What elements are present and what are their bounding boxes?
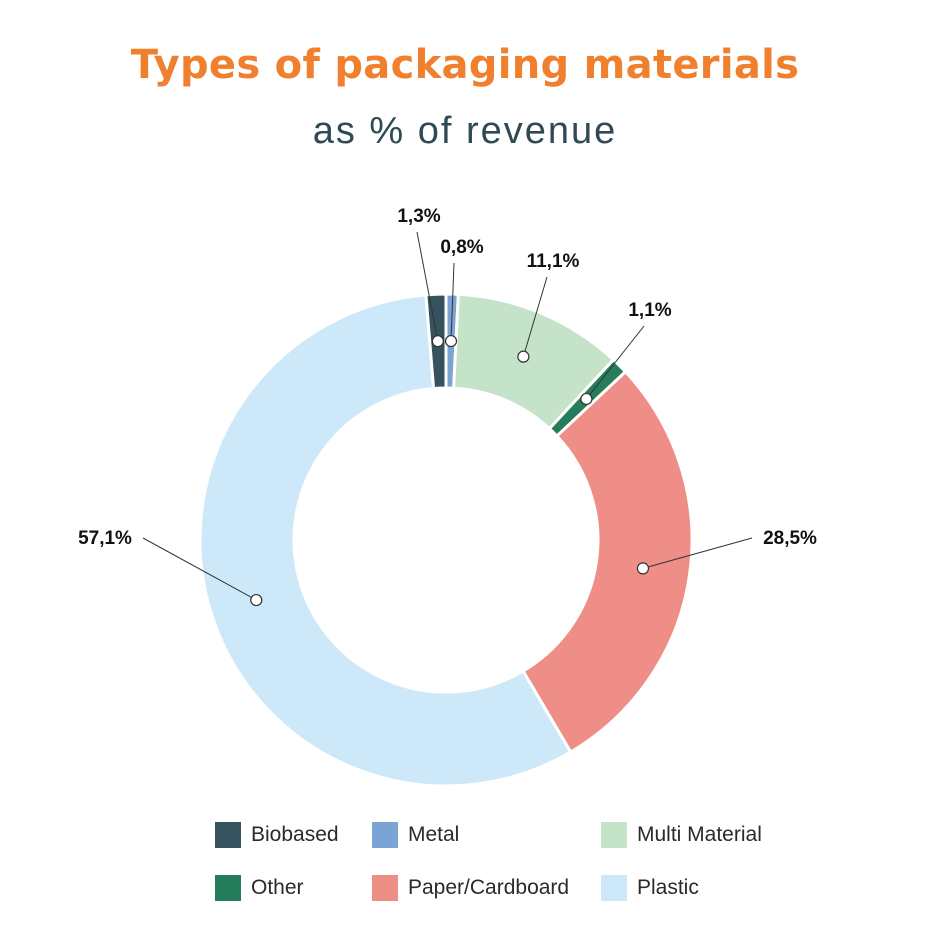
chart-subtitle: as % of revenue	[312, 110, 618, 152]
data-label: 57,1%	[78, 528, 132, 549]
leader-lines	[142, 231, 753, 607]
data-label: 0,8%	[440, 237, 483, 258]
leader-line	[142, 537, 257, 601]
slice-marker	[444, 334, 458, 348]
slice-paper-cardboard	[520, 369, 694, 755]
data-label: 1,1%	[628, 300, 671, 321]
leader-line	[585, 325, 645, 400]
leader-line	[450, 262, 455, 342]
slice-marker	[636, 562, 650, 575]
slice-marker	[517, 350, 530, 363]
slice-marker	[580, 392, 593, 406]
slice-marker	[431, 335, 444, 348]
data-labels: 0,8% 11,1% 1,1% 28,5% 57,1% 1,3%	[78, 206, 817, 549]
data-label: 1,3%	[397, 206, 440, 227]
slice-plastic	[198, 293, 573, 788]
data-label: 11,1%	[527, 251, 580, 272]
data-label: 28,5%	[763, 528, 817, 549]
slice-marker	[250, 593, 263, 607]
chart-title: Types of packaging materials	[130, 42, 800, 88]
leader-line	[642, 537, 753, 569]
leader-line	[522, 276, 548, 357]
donut-slices	[198, 292, 694, 788]
leader-line	[416, 231, 439, 342]
